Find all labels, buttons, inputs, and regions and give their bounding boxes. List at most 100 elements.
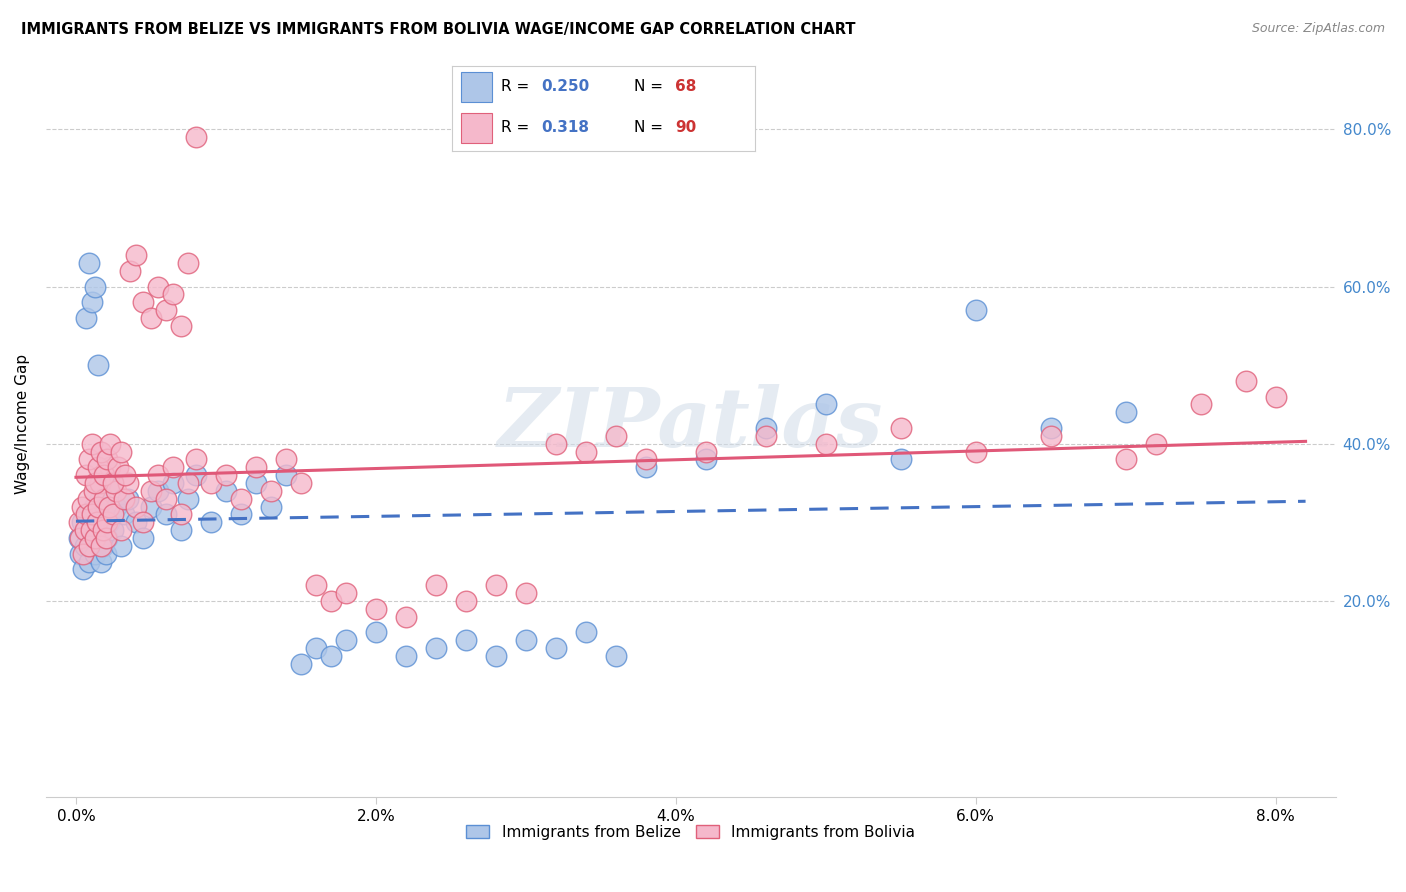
Point	[260, 500, 283, 514]
Point	[132, 295, 155, 310]
Point	[72, 547, 94, 561]
Point	[890, 421, 912, 435]
Point	[274, 468, 297, 483]
Point	[575, 625, 598, 640]
Point	[170, 523, 193, 537]
Point	[515, 586, 537, 600]
Point	[605, 429, 627, 443]
Point	[177, 476, 200, 491]
Point	[139, 483, 162, 498]
Point	[82, 436, 104, 450]
Point	[93, 468, 115, 483]
Point	[425, 641, 447, 656]
Point	[290, 476, 312, 491]
Point	[155, 303, 177, 318]
Point	[454, 633, 477, 648]
Point	[118, 264, 141, 278]
Point	[87, 358, 110, 372]
Point	[83, 483, 105, 498]
Point	[87, 500, 110, 514]
Point	[84, 531, 107, 545]
Point	[90, 444, 112, 458]
Point	[103, 508, 125, 522]
Point	[814, 397, 837, 411]
Point	[634, 452, 657, 467]
Point	[162, 460, 184, 475]
Point	[755, 421, 778, 435]
Point	[77, 491, 100, 506]
Point	[364, 625, 387, 640]
Point	[94, 547, 117, 561]
Point	[114, 468, 136, 483]
Point	[100, 460, 122, 475]
Point	[73, 523, 96, 537]
Point	[70, 516, 93, 530]
Point	[110, 444, 132, 458]
Point	[335, 633, 357, 648]
Point	[274, 452, 297, 467]
Point	[170, 508, 193, 522]
Point	[117, 491, 139, 506]
Point	[91, 539, 114, 553]
Point	[544, 641, 567, 656]
Point	[965, 303, 987, 318]
Point	[965, 444, 987, 458]
Point	[170, 318, 193, 333]
Point	[184, 130, 207, 145]
Point	[200, 516, 222, 530]
Point	[485, 578, 508, 592]
Point	[132, 516, 155, 530]
Point	[260, 483, 283, 498]
Point	[148, 468, 170, 483]
Point	[395, 648, 418, 663]
Point	[177, 491, 200, 506]
Point	[72, 562, 94, 576]
Point	[91, 523, 114, 537]
Point	[139, 310, 162, 325]
Point	[454, 594, 477, 608]
Point	[184, 468, 207, 483]
Point	[112, 508, 135, 522]
Point	[155, 508, 177, 522]
Point	[110, 523, 132, 537]
Point	[107, 460, 129, 475]
Point	[84, 476, 107, 491]
Point	[1264, 390, 1286, 404]
Point	[335, 586, 357, 600]
Point	[485, 648, 508, 663]
Point	[1039, 421, 1062, 435]
Point	[117, 476, 139, 491]
Point	[1234, 374, 1257, 388]
Point	[79, 539, 101, 553]
Point	[215, 468, 238, 483]
Point	[80, 523, 103, 537]
Point	[395, 609, 418, 624]
Point	[75, 508, 97, 522]
Point	[319, 594, 342, 608]
Point	[155, 491, 177, 506]
Point	[90, 539, 112, 553]
Text: ZIPatlas: ZIPatlas	[498, 384, 883, 464]
Point	[245, 476, 267, 491]
Point	[1144, 436, 1167, 450]
Point	[97, 500, 120, 514]
Point	[75, 468, 97, 483]
Point	[695, 452, 717, 467]
Point	[82, 508, 104, 522]
Point	[87, 516, 110, 530]
Point	[125, 516, 148, 530]
Point	[96, 452, 118, 467]
Point	[86, 516, 108, 530]
Point	[79, 256, 101, 270]
Point	[305, 578, 328, 592]
Point	[105, 500, 128, 514]
Point	[184, 452, 207, 467]
Point	[89, 476, 111, 491]
Point	[814, 436, 837, 450]
Point	[84, 547, 107, 561]
Point	[148, 483, 170, 498]
Point	[162, 476, 184, 491]
Point	[86, 531, 108, 545]
Point	[70, 500, 93, 514]
Point	[69, 531, 91, 545]
